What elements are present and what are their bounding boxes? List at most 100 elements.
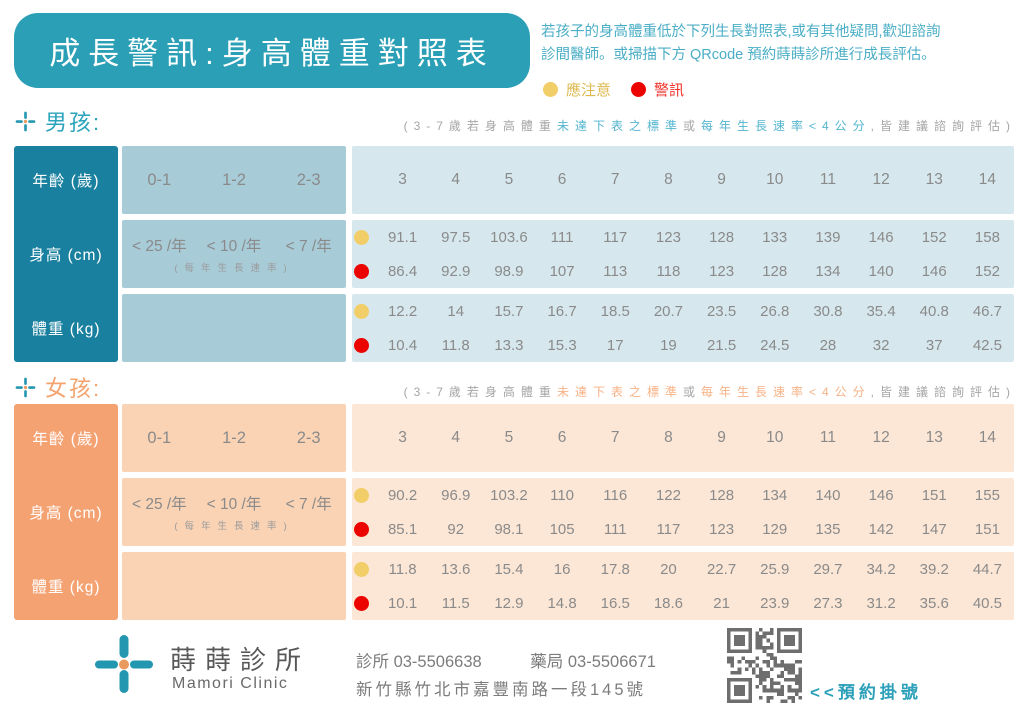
age-cell: 13 bbox=[925, 429, 943, 446]
value-cell: 17.8 bbox=[600, 560, 630, 578]
girls-table: 年齡 (歲) 身高 (cm) 體重 (kg) 0-1 1-2 2-3 < 25 /年… bbox=[14, 404, 1014, 620]
caution-dot-icon bbox=[354, 229, 369, 245]
girls-weight-data: 11.8 13.6 15.4 16 17.8 20 22.7 25.9 29.7 34.2 39.2… bbox=[352, 552, 1014, 620]
clinic-cross-icon bbox=[15, 111, 36, 131]
caution-dot-icon bbox=[354, 561, 369, 577]
age-cell: 12 bbox=[872, 429, 890, 446]
value-cell: 30.8 bbox=[813, 302, 843, 320]
value-cell: 117 bbox=[603, 228, 628, 246]
value-cell: 14.8 bbox=[547, 594, 577, 612]
boys-age-groups: 0-1 1-2 2-3 bbox=[122, 146, 346, 214]
value-cell: 90.2 bbox=[387, 486, 418, 504]
age-cell: 8 bbox=[664, 429, 673, 446]
value-cell: 11.5 bbox=[441, 594, 470, 612]
age-cell: 11 bbox=[819, 429, 836, 446]
clinic-logo-icon bbox=[95, 635, 153, 693]
value-cell: 98.1 bbox=[494, 520, 524, 538]
value-cell: 85.1 bbox=[387, 520, 418, 538]
boys-ages-header: 3 4 5 6 7 8 9 10 11 12 13 14 bbox=[352, 146, 1014, 214]
weight-warning-values: 10.1 11.5 12.9 14.8 16.5 18.6 21 23.9 27.3 31.2 35… bbox=[376, 595, 1014, 612]
value-cell: 91.1 bbox=[387, 228, 418, 246]
age-cell: 13 bbox=[925, 171, 943, 188]
height-row-label: 身高 (cm) bbox=[29, 247, 103, 264]
boys-growth-rates: < 25 /年 < 10 /年 < 7 /年 (每年生長速率) bbox=[122, 220, 346, 288]
value-cell: 42.5 bbox=[972, 336, 1003, 354]
warning-dot-icon bbox=[354, 595, 369, 611]
value-cell: 103.6 bbox=[490, 228, 528, 246]
caution-dot-icon bbox=[354, 303, 369, 319]
intro-line-2: 診間醫師。或掃描下方 QRcode 預約蒔蒔診所進行成長評估。 bbox=[541, 47, 936, 63]
section-note-boys: (3-7歲若身高體重未達下表之標準或每年生長速率<4公分,皆建議諮詢評估) bbox=[404, 117, 1016, 134]
value-cell: 158 bbox=[974, 228, 1000, 246]
warning-dot-icon bbox=[354, 521, 369, 537]
value-cell: 10.4 bbox=[387, 336, 418, 354]
clinic-cross-icon bbox=[15, 377, 36, 397]
note-text: 或 bbox=[682, 119, 701, 133]
value-cell: 13.6 bbox=[441, 560, 471, 578]
section-label-boys: 男孩: bbox=[45, 110, 102, 135]
value-cell: 29.7 bbox=[813, 560, 843, 578]
booking-link[interactable]: <<預約掛號 bbox=[810, 683, 922, 702]
clinic-name-en: Mamori Clinic bbox=[172, 675, 289, 692]
caution-label: 應注意 bbox=[566, 82, 612, 99]
phone-clinic: 診所 03-5506638 bbox=[356, 653, 482, 671]
value-cell: 21 bbox=[713, 594, 730, 612]
value-cell: 18.5 bbox=[600, 302, 630, 320]
note-highlight: 未達下表之標準 bbox=[556, 385, 683, 399]
age-cell: 8 bbox=[664, 171, 673, 188]
value-cell: 122 bbox=[655, 486, 681, 504]
value-cell: 111 bbox=[550, 228, 574, 246]
age-cell: 6 bbox=[557, 171, 567, 188]
height-warning-values: 85.1 92 98.1 105 111 117 123 129 135 142 147 151 bbox=[376, 521, 1014, 538]
age-group-cell: 1-2 bbox=[222, 170, 246, 189]
age-cell: 9 bbox=[717, 171, 726, 188]
phone-pharmacy: 藥局 03-5506671 bbox=[530, 653, 656, 671]
value-cell: 16.7 bbox=[547, 302, 577, 320]
age-group-cell: 2-3 bbox=[296, 170, 321, 189]
page-title: 成長警訊:身高體重對照表 bbox=[14, 13, 530, 88]
girls-weight-spacer-cell bbox=[122, 552, 346, 620]
age-group-cell: 0-1 bbox=[147, 428, 172, 447]
ages-row: 3 4 5 6 7 8 9 10 11 12 13 14 bbox=[376, 171, 1014, 189]
note-highlight: 每年生長速率<4公分 bbox=[700, 385, 871, 399]
value-cell: 123 bbox=[655, 228, 681, 246]
qr-code bbox=[727, 628, 802, 703]
value-cell: 23.9 bbox=[760, 594, 790, 612]
value-cell: 40.5 bbox=[972, 594, 1003, 612]
girls-height-data: 90.2 96.9 103.2 110 116 122 128 134 140 146 151 155… bbox=[352, 478, 1014, 546]
warning-label: 警訊 bbox=[654, 82, 685, 99]
boys-height-warning-row: 86.4 92.9 98.9 107 113 118 123 128 134 140 146 152 bbox=[352, 254, 1014, 288]
value-cell: 152 bbox=[921, 228, 947, 246]
value-cell: 26.8 bbox=[760, 302, 790, 320]
clinic-name: 蒔蒔診所 bbox=[170, 645, 311, 675]
value-cell: 25.9 bbox=[760, 560, 790, 578]
ages-row: 3 4 5 6 7 8 9 10 11 12 13 14 bbox=[376, 429, 1014, 447]
weight-warning-values: 10.4 11.8 13.3 15.3 17 19 21.5 24.5 28 32 37 42.5 bbox=[376, 337, 1014, 354]
boys-height-data: 91.1 97.5 103.6 111 117 123 128 133 139 146 152 158… bbox=[352, 220, 1014, 288]
note-text: (3-7歲若身高體重 bbox=[403, 119, 557, 133]
value-cell: 134 bbox=[762, 486, 788, 504]
value-cell: 17 bbox=[606, 336, 624, 354]
value-cell: 31.2 bbox=[866, 594, 896, 612]
age-cell: 14 bbox=[978, 429, 997, 446]
value-cell: 46.7 bbox=[972, 302, 1003, 320]
value-cell: 135 bbox=[815, 520, 841, 538]
boys-row-labels: 年齡 (歲) 身高 (cm) 體重 (kg) bbox=[14, 146, 118, 362]
note-text: (3-7歲若身高體重 bbox=[403, 385, 557, 399]
girls-row-labels: 年齡 (歲) 身高 (cm) 體重 (kg) bbox=[14, 404, 118, 620]
age-cell: 7 bbox=[610, 171, 620, 188]
value-cell: 155 bbox=[974, 486, 1000, 504]
age-cell: 5 bbox=[504, 429, 514, 446]
age-cell: 6 bbox=[557, 429, 567, 446]
section-note-girls: (3-7歲若身高體重未達下表之標準或每年生長速率<4公分,皆建議諮詢評估) bbox=[404, 383, 1016, 400]
value-cell: 44.7 bbox=[972, 560, 1003, 578]
growth-rate-note: (每年生長速率) bbox=[174, 263, 294, 274]
girls-height-warning-row: 85.1 92 98.1 105 111 117 123 129 135 142 147 151 bbox=[352, 512, 1014, 546]
value-cell: 110 bbox=[550, 486, 575, 504]
value-cell: 146 bbox=[868, 228, 894, 246]
age-row-label: 年齡 (歲) bbox=[32, 173, 100, 190]
girls-weight-caution-row: 11.8 13.6 15.4 16 17.8 20 22.7 25.9 29.7 34.2 39.2… bbox=[352, 552, 1014, 586]
growth-rate-cell: < 7 /年 bbox=[285, 496, 332, 513]
value-cell: 123 bbox=[709, 262, 735, 280]
note-text: ,皆建議諮詢評估) bbox=[870, 119, 1016, 133]
